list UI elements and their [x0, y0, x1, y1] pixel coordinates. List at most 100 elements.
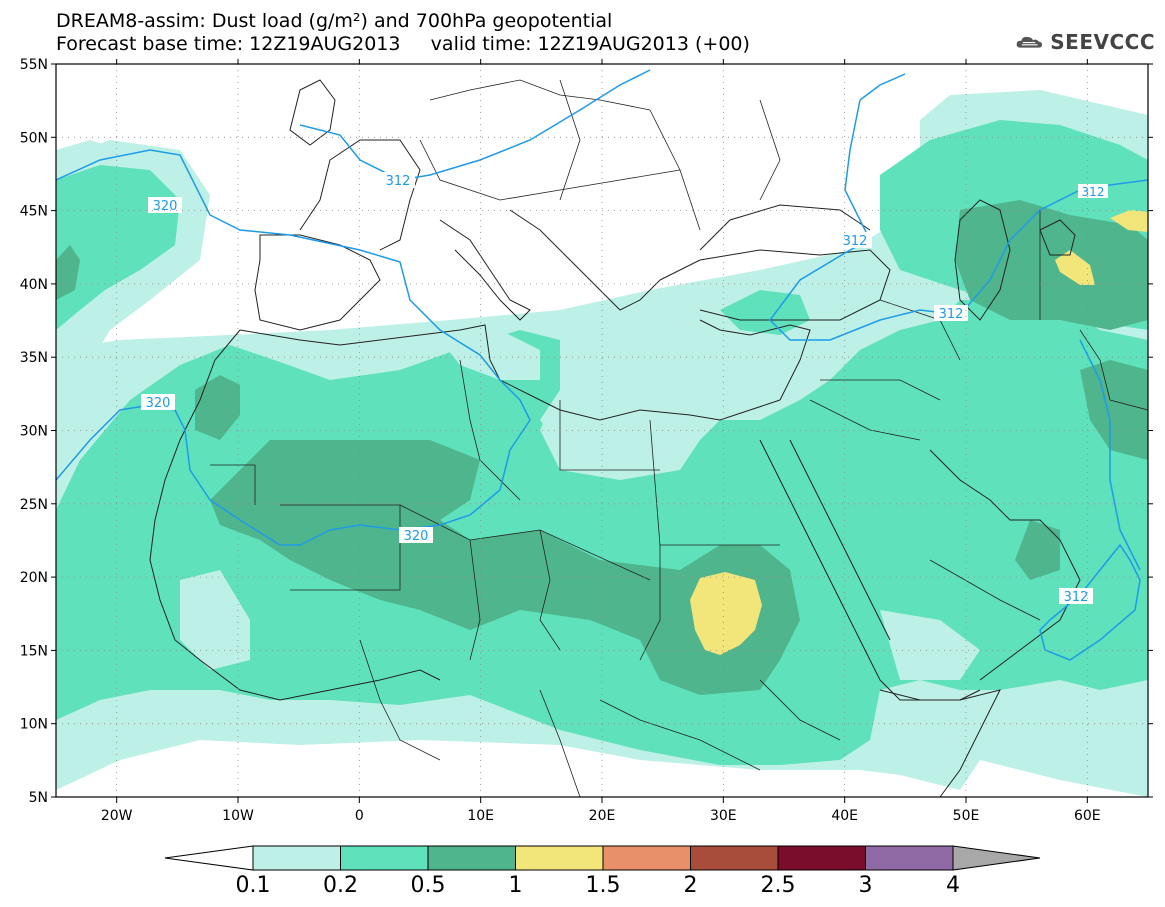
map-title: DREAM8-assim: Dust load (g/m²) and 700hP… — [56, 10, 613, 32]
contour-label: 312 — [1064, 590, 1089, 605]
dust-dark-layer — [56, 200, 1148, 695]
lat-tick-label: 25N — [20, 497, 48, 513]
colorbar-label: 1.5 — [586, 873, 621, 898]
dust-area-yellow-sudan — [690, 572, 762, 655]
coastline-north-africa — [239, 324, 781, 421]
contour-312-europe — [299, 69, 651, 181]
dust-area-dark-sahara — [210, 440, 800, 695]
dust-area-dark-caspian — [955, 200, 1148, 330]
colorbar-right-arrow — [952, 845, 1041, 871]
coastline-black-sea — [699, 204, 871, 251]
colorbar-label: 0.1 — [236, 873, 271, 898]
contour-312-iran — [1079, 339, 1141, 571]
lat-tick-label: 5N — [29, 790, 48, 806]
coastline-west-africa — [149, 329, 441, 701]
border-segment — [759, 99, 781, 201]
coastline-italy — [439, 219, 531, 321]
border-segment — [649, 109, 701, 231]
coastline-caspian — [954, 199, 1011, 321]
logo-text: SEEVCCC — [1050, 30, 1155, 54]
colorbar-swatch — [515, 845, 604, 871]
colorbar: 0.1 0.2 0.5 1 1.5 2 2.5 3 4 — [164, 845, 1041, 898]
border-segment — [820, 379, 941, 401]
contour-312-east — [769, 99, 1148, 341]
dust-area-light-nw — [56, 140, 120, 180]
border-segment — [539, 689, 581, 797]
lat-tick-label: 40N — [20, 277, 48, 293]
coastline-balkans — [509, 209, 661, 311]
coastline-levant — [699, 319, 811, 401]
lat-tick-label: 20N — [20, 570, 48, 586]
colorbar-swatch — [690, 845, 779, 871]
lon-tick-label: 20E — [589, 808, 616, 824]
dust-area-yellow-aral — [1055, 250, 1095, 285]
dust-area-dark-iran — [1080, 360, 1148, 460]
contour-320-north — [56, 149, 531, 546]
contour-label: 320 — [153, 199, 178, 214]
colorbar-swatch — [427, 845, 516, 871]
lon-tick-label: 20W — [101, 808, 133, 824]
contour-label: 312 — [843, 234, 868, 249]
contour-312-upper — [859, 73, 906, 101]
lon-tick-label: 40E — [831, 808, 858, 824]
contour-label: 312 — [1082, 185, 1105, 199]
colorbar-swatch — [865, 845, 954, 871]
coastline-gulf — [929, 449, 1081, 681]
contour-312-arabia — [1039, 543, 1141, 661]
dust-hole-libya — [440, 330, 540, 380]
lon-tick-label: 50E — [953, 808, 980, 824]
geopotential-contours — [56, 69, 1148, 661]
border-segment — [809, 399, 921, 441]
border-segment — [429, 79, 651, 111]
contour-label: 320 — [146, 396, 171, 411]
colorbar-label: 2 — [684, 873, 698, 898]
border-segment — [599, 699, 761, 771]
border-segment — [359, 639, 441, 761]
coastline-turkey — [659, 249, 891, 321]
border-segment — [280, 504, 401, 591]
lon-tick-label: 10E — [467, 808, 494, 824]
coastlines-layer — [149, 79, 1081, 797]
contour-label: 312 — [939, 307, 964, 322]
dust-area-yellow-kaz — [1110, 210, 1148, 232]
coastline-france — [299, 139, 421, 251]
graticule — [56, 64, 1148, 797]
border-segment — [639, 545, 661, 661]
coastline-arabia-west — [789, 439, 891, 641]
colorbar-swatch — [777, 845, 866, 871]
border-segment — [929, 559, 1041, 621]
border-segment — [469, 539, 481, 661]
latitude-axis: 55N 50N 45N 40N 35N 30N 25N 20N 15N 10N 5N — [20, 57, 1153, 806]
contour-labels: 320 320 320 312 312 312 312 312 — [141, 172, 1108, 605]
dust-holes-layer — [180, 330, 980, 680]
border-segment — [459, 359, 521, 501]
dust-hole-sahara-north — [540, 385, 720, 470]
cloud-icon — [1016, 36, 1043, 48]
lon-tick-label: 10W — [222, 808, 254, 824]
dust-area-dark-morocco — [195, 375, 240, 440]
coastline-iberia — [254, 234, 381, 331]
colorbar-label: 2.5 — [761, 873, 796, 898]
lon-tick-label: 0 — [355, 808, 364, 824]
dust-area-dark-west — [56, 245, 80, 300]
lat-tick-label: 30N — [20, 424, 48, 440]
seevccc-logo: SEEVCCC — [1015, 22, 1155, 62]
dust-yellow-layer — [690, 210, 1148, 655]
lat-tick-label: 50N — [20, 130, 48, 146]
colorbar-left-arrow — [164, 845, 254, 871]
map-layers: 320 320 320 312 312 312 312 312 — [56, 64, 1148, 797]
coastline-horn — [879, 689, 1001, 797]
colorbar-label: 1 — [509, 873, 523, 898]
colorbar-swatch — [602, 845, 691, 871]
border-segment — [210, 464, 256, 505]
longitude-axis: 20W 10W 0 10E 20E 30E 40E 50E 60E — [101, 59, 1101, 824]
colorbar-label: 0.2 — [323, 873, 358, 898]
dust-hole-west-africa — [180, 570, 250, 670]
lat-tick-label: 35N — [20, 350, 48, 366]
colorbar-label: 4 — [946, 873, 960, 898]
border-segment — [559, 400, 660, 471]
dust-hole-arabia-south — [880, 610, 980, 680]
border-segment — [559, 79, 581, 201]
map-subtitle: Forecast base time: 12Z19AUG2013 valid t… — [56, 33, 750, 55]
contour-label: 320 — [404, 529, 429, 544]
